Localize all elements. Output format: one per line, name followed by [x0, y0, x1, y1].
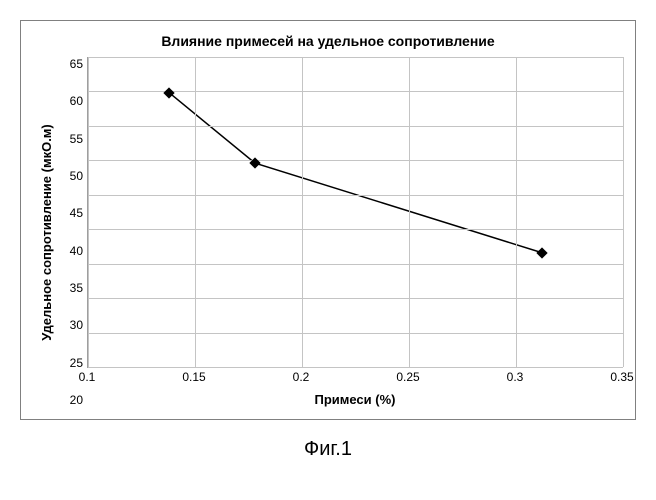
- gridline-vertical: [623, 57, 624, 367]
- x-axis-ticks: 0.10.150.20.250.30.35: [87, 368, 623, 386]
- gridline-horizontal: [88, 229, 623, 230]
- y-axis-ticks: 65 60 55 50 45 40 35 30 25 20: [59, 57, 87, 407]
- y-tick-label: 55: [70, 132, 83, 146]
- gridline-horizontal: [88, 264, 623, 265]
- y-axis-label-wrap: Удельное сопротивление (мкО.м): [33, 57, 59, 407]
- gridline-vertical: [302, 57, 303, 367]
- y-tick-label: 40: [70, 244, 83, 258]
- chart-container: Влияние примесей на удельное сопротивлен…: [20, 20, 636, 420]
- gridline-vertical: [195, 57, 196, 367]
- y-tick-label: 20: [70, 393, 83, 407]
- x-tick-label: 0.25: [396, 370, 419, 384]
- gridline-horizontal: [88, 160, 623, 161]
- gridline-vertical: [409, 57, 410, 367]
- x-tick-label: 0.15: [182, 370, 205, 384]
- y-tick-label: 25: [70, 356, 83, 370]
- x-tick-label: 0.2: [293, 370, 310, 384]
- y-axis-label: Удельное сопротивление (мкО.м): [39, 124, 54, 341]
- x-tick-label: 0.3: [507, 370, 524, 384]
- y-tick-label: 45: [70, 206, 83, 220]
- x-tick-label: 0.1: [79, 370, 96, 384]
- gridline-horizontal: [88, 126, 623, 127]
- plot-column: 0.10.150.20.250.30.35 Примеси (%): [87, 57, 623, 407]
- chart-title: Влияние примесей на удельное сопротивлен…: [33, 33, 623, 49]
- gridline-horizontal: [88, 195, 623, 196]
- y-tick-label: 60: [70, 94, 83, 108]
- y-tick-label: 35: [70, 281, 83, 295]
- gridline-horizontal: [88, 333, 623, 334]
- data-line: [88, 57, 623, 367]
- gridline-horizontal: [88, 298, 623, 299]
- x-axis-label: Примеси (%): [87, 392, 623, 407]
- y-tick-label: 65: [70, 57, 83, 71]
- y-tick-label: 50: [70, 169, 83, 183]
- chart-body: Удельное сопротивление (мкО.м) 65 60 55 50 4…: [33, 57, 623, 407]
- gridline-vertical: [88, 57, 89, 367]
- gridline-horizontal: [88, 57, 623, 58]
- y-tick-label: 30: [70, 318, 83, 332]
- x-tick-label: 0.35: [610, 370, 633, 384]
- plot-area: [87, 57, 623, 368]
- figure-caption: Фиг.1: [304, 438, 352, 461]
- gridline-vertical: [516, 57, 517, 367]
